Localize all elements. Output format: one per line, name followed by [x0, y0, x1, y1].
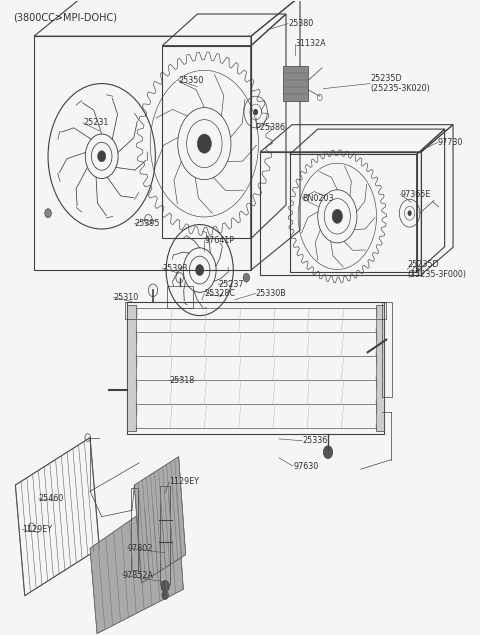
Circle shape	[162, 591, 168, 599]
Circle shape	[45, 209, 51, 218]
Polygon shape	[134, 457, 186, 583]
Text: 25460: 25460	[39, 495, 64, 504]
Circle shape	[408, 210, 412, 216]
Text: 25328C: 25328C	[204, 289, 235, 298]
Text: 25350: 25350	[179, 76, 204, 85]
Circle shape	[332, 210, 343, 224]
Circle shape	[197, 134, 212, 153]
FancyBboxPatch shape	[375, 305, 384, 431]
Text: 25318: 25318	[169, 376, 194, 385]
Text: 25336: 25336	[302, 436, 327, 445]
Circle shape	[97, 150, 106, 162]
Text: 25393: 25393	[162, 264, 188, 272]
Text: 25235D
(25235-3F000): 25235D (25235-3F000)	[408, 260, 466, 279]
Circle shape	[243, 273, 250, 282]
Circle shape	[161, 580, 169, 592]
Text: 1129EY: 1129EY	[169, 478, 199, 486]
Text: 97852A: 97852A	[123, 571, 154, 580]
Circle shape	[195, 265, 204, 276]
Text: (3800CC>MPI-DOHC): (3800CC>MPI-DOHC)	[13, 13, 117, 23]
Text: 25310: 25310	[113, 293, 139, 302]
Text: 97641P: 97641P	[204, 236, 234, 245]
Text: 25330B: 25330B	[256, 289, 287, 298]
Circle shape	[253, 109, 258, 115]
Text: 97365E: 97365E	[400, 190, 431, 199]
Text: 25395: 25395	[134, 220, 160, 229]
Text: 25231: 25231	[83, 118, 108, 127]
Text: 97630: 97630	[293, 462, 318, 471]
Text: 31132A: 31132A	[295, 39, 326, 48]
FancyBboxPatch shape	[283, 66, 308, 101]
Text: 97730: 97730	[438, 138, 463, 147]
Text: 97802: 97802	[127, 544, 153, 552]
Text: 25380: 25380	[288, 19, 313, 28]
Polygon shape	[90, 488, 183, 634]
Text: 25237: 25237	[218, 280, 244, 289]
Text: BN0203: BN0203	[302, 194, 334, 203]
FancyBboxPatch shape	[127, 305, 136, 431]
Text: P25386: P25386	[256, 123, 286, 132]
Text: 25235D
(25235-3K020): 25235D (25235-3K020)	[370, 74, 430, 93]
Text: 1129EY: 1129EY	[23, 525, 52, 534]
Circle shape	[324, 446, 333, 458]
